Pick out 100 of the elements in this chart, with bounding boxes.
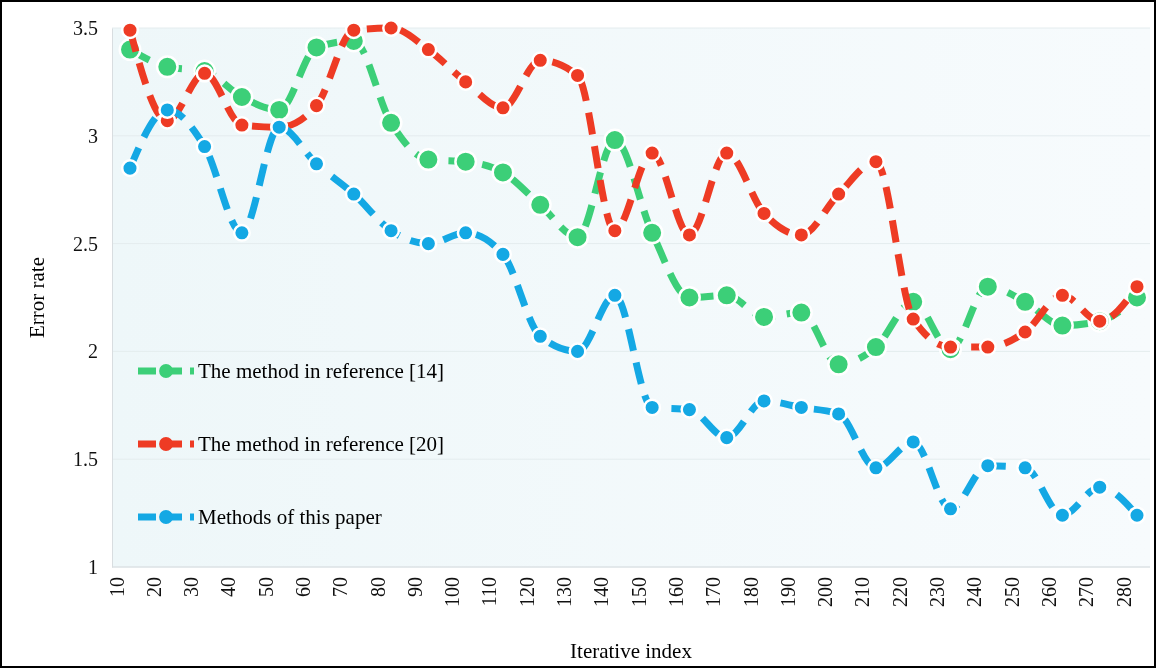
x-tick-label: 80 [366, 577, 389, 597]
point [379, 111, 403, 135]
x-tick-label: 170 [702, 577, 725, 607]
point [640, 221, 664, 245]
x-tick-label: 60 [291, 577, 314, 597]
point [307, 154, 326, 173]
point [120, 159, 140, 178]
point [978, 456, 997, 475]
point [755, 204, 774, 223]
point [752, 305, 776, 329]
point [904, 310, 923, 329]
y-tick-label: 3 [88, 124, 98, 147]
point [1090, 478, 1109, 497]
x-tick-label: 140 [590, 577, 613, 607]
x-tick-label: 200 [814, 577, 837, 607]
point [643, 398, 662, 417]
y-tick-label: 2 [88, 340, 98, 363]
point [568, 342, 587, 361]
point [454, 150, 478, 174]
point [978, 338, 997, 357]
point [792, 398, 811, 417]
point [829, 185, 848, 204]
x-tick-label: 220 [888, 577, 911, 607]
point [643, 144, 662, 163]
point [531, 327, 550, 346]
point [232, 116, 251, 135]
x-tick-label: 130 [553, 577, 576, 607]
x-tick-label: 30 [180, 577, 203, 597]
x-tick-label: 260 [1037, 577, 1060, 607]
point [566, 225, 590, 249]
x-tick-label: 40 [217, 577, 240, 597]
point [792, 225, 811, 244]
point [195, 137, 214, 156]
x-tick-label: 100 [441, 577, 464, 607]
point [603, 128, 627, 152]
point [416, 148, 440, 171]
point [568, 66, 587, 85]
x-tick-label: 20 [142, 577, 165, 597]
point [1016, 458, 1035, 477]
point [344, 185, 363, 204]
x-tick-label: 270 [1075, 577, 1098, 607]
x-tick-label: 160 [664, 577, 687, 607]
point [904, 432, 923, 451]
y-axis-title: Error rate [25, 256, 49, 339]
x-tick-label: 90 [403, 577, 426, 597]
point [789, 301, 813, 325]
point [155, 55, 179, 79]
point [1127, 277, 1147, 296]
point [531, 51, 550, 70]
x-tick-label: 110 [478, 577, 501, 607]
x-tick-label: 190 [776, 577, 799, 607]
point [307, 96, 326, 115]
x-tick-label: 10 [105, 577, 128, 597]
point [1053, 506, 1072, 525]
y-tick-label: 1 [88, 555, 98, 578]
y-tick-label: 3.5 [73, 16, 98, 39]
legend-label: Methods of this paper [198, 505, 382, 529]
point [1050, 314, 1074, 338]
point [680, 400, 699, 419]
point [1127, 506, 1147, 525]
point [864, 335, 888, 359]
point [829, 404, 848, 423]
point [232, 223, 251, 242]
point [158, 100, 177, 119]
x-tick-label: 230 [926, 577, 949, 607]
point [717, 428, 736, 447]
y-tick-label: 2.5 [73, 232, 98, 255]
x-axis-title: Iterative index [570, 639, 693, 663]
point [717, 144, 736, 163]
point [419, 40, 438, 59]
point [680, 225, 699, 244]
x-tick-label: 50 [254, 577, 277, 597]
point [491, 160, 515, 184]
point [493, 98, 512, 117]
x-tick-label: 150 [627, 577, 650, 607]
point [827, 352, 851, 376]
point [493, 245, 512, 264]
point [456, 72, 475, 91]
point [528, 193, 552, 217]
point [715, 283, 739, 307]
point [344, 21, 363, 40]
point [267, 98, 291, 122]
point [755, 391, 774, 410]
x-tick-label: 210 [851, 577, 874, 607]
point [120, 21, 140, 40]
point [1013, 290, 1037, 314]
x-tick-label: 280 [1112, 577, 1135, 607]
point [605, 221, 624, 240]
y-tick-label: 1.5 [73, 448, 98, 471]
x-tick-label: 180 [739, 577, 762, 607]
point [382, 221, 401, 240]
point [866, 152, 885, 171]
point [304, 35, 328, 59]
point [382, 18, 401, 38]
x-tick-label: 70 [329, 577, 352, 597]
point [1016, 322, 1035, 342]
point [976, 275, 1000, 299]
point [1053, 286, 1072, 305]
point [677, 286, 701, 309]
legend-label: The method in reference [20] [198, 432, 445, 456]
